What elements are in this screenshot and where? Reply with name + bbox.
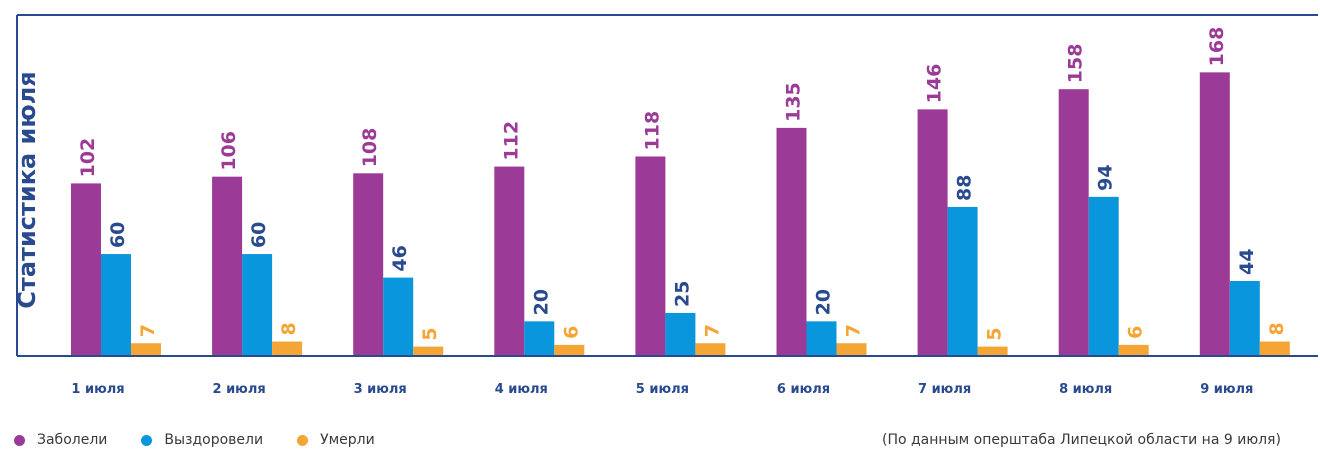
value-label-infected: 146 — [924, 64, 946, 104]
value-label-infected: 102 — [77, 138, 99, 178]
category-label: 7 июля — [918, 382, 971, 397]
value-label-infected: 168 — [1206, 27, 1228, 67]
value-label-died: 5 — [984, 327, 1006, 340]
legend-marker-died — [297, 434, 309, 446]
value-label-died: 5 — [419, 327, 441, 340]
bar-infected — [1058, 89, 1089, 355]
category-label: 1 июля — [71, 382, 124, 397]
legend-marker-recovered — [141, 434, 153, 446]
bar-recovered — [1229, 280, 1260, 355]
legend-item-recovered: Выздоровели — [141, 432, 263, 448]
value-label-recovered: 44 — [1236, 249, 1258, 275]
bar-recovered — [242, 254, 273, 355]
legend-item-infected: Заболели — [14, 432, 107, 448]
bar-recovered — [1088, 196, 1119, 355]
bar-infected — [212, 176, 243, 355]
value-label-died: 6 — [560, 326, 582, 339]
bar-died — [836, 343, 867, 355]
legend-item-died: Умерли — [297, 432, 375, 448]
chart-title: Статистика июля — [13, 71, 41, 308]
bar-infected — [917, 109, 948, 356]
value-label-died: 7 — [137, 324, 159, 337]
value-label-recovered: 60 — [107, 222, 129, 248]
value-label-died: 7 — [843, 324, 865, 337]
bar-died — [1259, 341, 1290, 355]
value-label-recovered: 46 — [389, 245, 411, 271]
bar-infected — [353, 173, 384, 355]
value-label-recovered: 94 — [1095, 164, 1117, 190]
bar-died — [554, 344, 585, 355]
value-label-recovered: 20 — [530, 289, 552, 315]
value-label-died: 6 — [1125, 326, 1147, 339]
value-label-infected: 106 — [218, 131, 240, 171]
bar-infected — [494, 166, 525, 355]
category-label: 2 июля — [213, 382, 266, 397]
legend: Заболели Выздоровели Умерли — [14, 430, 409, 450]
bar-died — [272, 341, 303, 355]
category-label: 6 июля — [777, 382, 830, 397]
value-label-died: 8 — [278, 322, 300, 335]
bar-infected — [635, 156, 666, 355]
bar-chart: Статистика июля 102 60 7 106 60 8 108 46 5 112 20 6… — [13, 14, 1318, 397]
bar-recovered — [524, 321, 555, 355]
value-label-died: 7 — [701, 324, 723, 337]
value-label-infected: 108 — [359, 128, 381, 168]
bar-died — [131, 343, 161, 355]
category-labels-layer: 1 июля 2 июля 3 июля 4 июля 5 июля 6 июля 7 ию… — [71, 382, 1253, 397]
bar-infected — [1199, 72, 1230, 355]
value-label-recovered: 25 — [671, 280, 693, 306]
value-label-infected: 112 — [500, 121, 522, 161]
value-label-infected: 118 — [641, 111, 663, 151]
bar-recovered — [383, 277, 414, 355]
legend-label-infected: Заболели — [37, 432, 108, 448]
value-label-infected: 135 — [783, 82, 805, 122]
source-note: (По данным оперштаба Липецкой области на… — [882, 432, 1281, 448]
value-labels-layer: 102 60 7 106 60 8 108 46 5 112 20 6 118 25 7 135 20 7 146 8… — [77, 27, 1288, 341]
bar-recovered — [947, 206, 978, 355]
category-label: 5 июля — [636, 382, 689, 397]
value-label-infected: 158 — [1065, 44, 1087, 84]
chart-frame — [16, 14, 1318, 357]
bar-recovered — [806, 321, 837, 355]
bar-died — [413, 346, 444, 355]
bars-layer — [71, 72, 1290, 356]
bar-recovered — [101, 254, 131, 355]
bar-recovered — [665, 312, 696, 355]
bar-died — [977, 346, 1008, 355]
category-label: 3 июля — [354, 382, 407, 397]
category-label: 8 июля — [1059, 382, 1112, 397]
category-label: 4 июля — [495, 382, 548, 397]
bar-infected — [71, 183, 101, 355]
legend-label-died: Умерли — [320, 432, 375, 448]
value-label-died: 8 — [1266, 322, 1288, 335]
bar-died — [1118, 344, 1149, 355]
legend-label-recovered: Выздоровели — [164, 432, 264, 448]
value-label-recovered: 88 — [954, 174, 976, 200]
category-label: 9 июля — [1200, 382, 1253, 397]
legend-marker-infected — [14, 434, 25, 446]
bar-infected — [776, 127, 807, 355]
value-label-recovered: 20 — [813, 289, 835, 315]
value-label-recovered: 60 — [248, 222, 270, 248]
bar-died — [695, 343, 726, 355]
